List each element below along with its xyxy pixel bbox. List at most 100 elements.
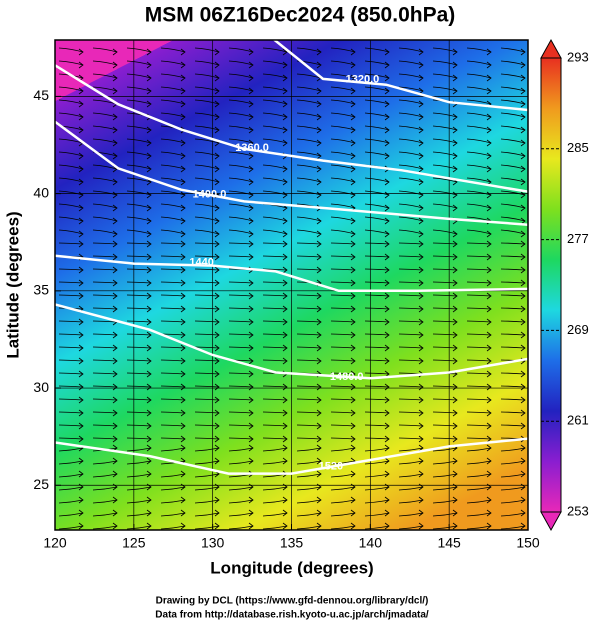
- arrow-head: [520, 87, 526, 95]
- streamline: [228, 164, 254, 170]
- streamline: [432, 447, 458, 452]
- streamline: [92, 125, 118, 131]
- streamline: [262, 320, 288, 323]
- streamline: [262, 60, 288, 66]
- streamline: [500, 447, 526, 452]
- streamline: [398, 512, 424, 517]
- streamline: [126, 255, 152, 258]
- arrow-head: [248, 217, 254, 225]
- colorbar-tick-label: 293: [567, 49, 589, 64]
- arrow-head: [282, 48, 288, 56]
- x-tick-label: 125: [122, 535, 146, 551]
- streamline: [228, 86, 254, 92]
- contour-line: [55, 64, 528, 193]
- streamline: [160, 473, 186, 478]
- streamline: [296, 177, 322, 183]
- streamline: [92, 242, 118, 245]
- streamline: [126, 525, 152, 530]
- streamline: [92, 499, 118, 504]
- arrow-head: [146, 496, 152, 504]
- arrow-head: [452, 522, 458, 530]
- streamline: [364, 203, 390, 209]
- arrow-head: [282, 422, 288, 430]
- streamline: [500, 60, 526, 66]
- arrow-head: [316, 383, 322, 391]
- arrow-head: [350, 152, 356, 160]
- streamline: [364, 216, 390, 222]
- arrow-head: [248, 292, 254, 300]
- arrow-head: [384, 48, 390, 56]
- colorbar-tick-label: 253: [567, 503, 589, 518]
- streamline: [364, 60, 390, 66]
- arrow-head: [452, 344, 458, 352]
- streamline: [296, 424, 322, 427]
- arrow-head: [180, 292, 186, 300]
- arrow-head: [486, 230, 492, 238]
- arrow-head: [350, 266, 356, 274]
- streamline: [262, 499, 288, 504]
- streamline: [466, 268, 492, 271]
- arrow-head: [180, 230, 186, 238]
- streamline: [58, 268, 84, 271]
- streamline: [330, 73, 356, 79]
- arrow-head: [112, 204, 118, 212]
- arrow-head: [112, 331, 118, 339]
- streamline: [126, 47, 152, 53]
- streamline: [160, 499, 186, 504]
- contour-line: [272, 40, 528, 112]
- arrow-head: [78, 152, 84, 160]
- arrow-head: [282, 230, 288, 238]
- arrow-head: [282, 139, 288, 147]
- arrow-head: [520, 204, 526, 212]
- streamline: [58, 424, 84, 427]
- arrow-head: [248, 344, 254, 352]
- arrow-head: [486, 318, 492, 326]
- arrow-head: [384, 357, 390, 365]
- arrow-head: [486, 126, 492, 134]
- arrow-head: [214, 483, 220, 491]
- arrow-head: [282, 74, 288, 82]
- streamline: [228, 372, 254, 375]
- arrow-head: [248, 191, 254, 199]
- streamline: [330, 473, 356, 478]
- arrow-head: [78, 126, 84, 134]
- streamline: [194, 268, 220, 271]
- arrow-head: [486, 383, 492, 391]
- streamline: [58, 499, 84, 504]
- streamline: [262, 73, 288, 79]
- streamline: [126, 307, 152, 310]
- streamline: [296, 268, 322, 271]
- arrow-head: [520, 483, 526, 491]
- streamline: [432, 177, 458, 183]
- arrow-head: [214, 370, 220, 378]
- arrow-head: [112, 483, 118, 491]
- arrow-head: [486, 87, 492, 95]
- arrow-head: [316, 344, 322, 352]
- streamline: [92, 73, 118, 79]
- streamline: [432, 281, 458, 284]
- arrow-head: [248, 509, 254, 517]
- streamline: [432, 333, 458, 336]
- streamline: [466, 447, 492, 452]
- streamline: [194, 307, 220, 310]
- arrow-head: [452, 87, 458, 95]
- streamline: [58, 216, 84, 222]
- streamline: [466, 424, 492, 427]
- arrow-head: [350, 396, 356, 404]
- streamline: [432, 125, 458, 131]
- arrow-head: [452, 240, 458, 248]
- streamline: [398, 447, 424, 452]
- streamline: [296, 99, 322, 105]
- arrow-head: [452, 483, 458, 491]
- arrow-head: [452, 509, 458, 517]
- arrow-head: [452, 292, 458, 300]
- streamline: [432, 320, 458, 323]
- arrow-head: [486, 483, 492, 491]
- arrow-head: [78, 457, 84, 465]
- streamline: [330, 294, 356, 297]
- streamline: [296, 447, 322, 452]
- arrow-head: [384, 61, 390, 69]
- streamline: [92, 164, 118, 170]
- arrow-head: [486, 344, 492, 352]
- arrow-head: [520, 305, 526, 313]
